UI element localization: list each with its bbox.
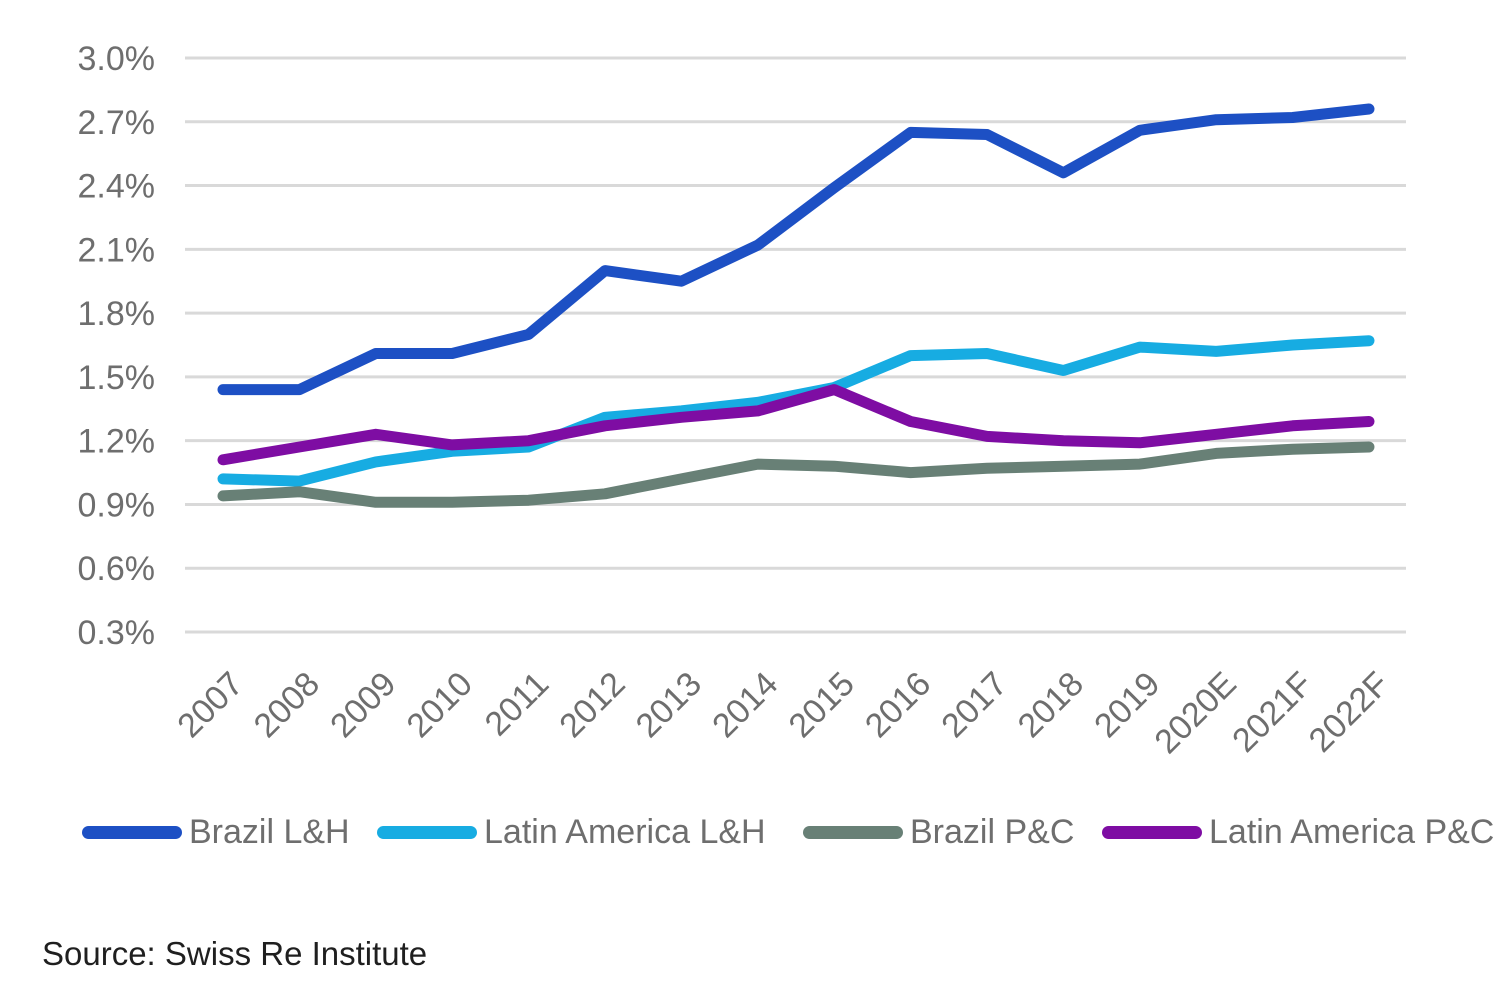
legend-swatch-latin-america-lh — [377, 825, 477, 839]
legend-label-brazil-pc: Brazil P&C — [910, 813, 1075, 851]
y-tick-label: 0.9% — [78, 486, 156, 524]
legend-item-latin-america-lh: Latin America L&H — [377, 812, 766, 852]
legend-swatch-latin-america-pc — [1102, 825, 1202, 839]
x-tick-label: 2016 — [858, 665, 938, 745]
x-tick-label: 2009 — [323, 665, 403, 745]
x-tick-label: 2021F — [1225, 665, 1320, 760]
x-tick-label: 2011 — [478, 665, 557, 744]
x-tick-label: 2020E — [1147, 665, 1243, 761]
series-line-brazil-l-h — [217, 103, 1375, 396]
y-tick-label: 1.8% — [78, 295, 156, 333]
x-tick-label: 2007 — [170, 665, 250, 745]
x-tick-label: 2022F — [1302, 665, 1397, 760]
legend-label-latin-america-pc: Latin America P&C — [1209, 813, 1495, 851]
y-tick-label: 3.0% — [78, 40, 156, 78]
x-tick-label: 2012 — [552, 665, 632, 745]
x-tick-label: 2015 — [782, 665, 862, 745]
x-tick-label: 2018 — [1011, 665, 1091, 745]
legend-item-brazil-pc: Brazil P&C — [803, 812, 1074, 852]
x-tick-label: 2013 — [629, 665, 709, 745]
y-tick-label: 2.4% — [78, 168, 156, 206]
legend-label-brazil-lh: Brazil L&H — [189, 813, 350, 851]
x-tick-label: 2014 — [705, 665, 785, 745]
y-tick-label: 2.7% — [78, 104, 156, 142]
y-tick-label: 1.2% — [78, 423, 156, 461]
y-tick-label: 0.3% — [78, 614, 156, 652]
legend-swatch-brazil-lh — [82, 825, 182, 839]
y-tick-label: 0.6% — [78, 550, 156, 588]
series-line-latin-america-p-c — [217, 384, 1375, 466]
series-line-brazil-p-c — [217, 441, 1375, 508]
line-chart: 3.0% 2.7% 2.4% 2.1% 1.8% 1.5% 1.2% 0.9% 0.6% 0.3%… — [78, 40, 1406, 761]
x-tick-label: 2010 — [400, 665, 480, 745]
legend-swatch-brazil-pc — [803, 825, 903, 839]
source-note: Source: Swiss Re Institute — [42, 935, 428, 972]
legend-item-latin-america-pc: Latin America P&C — [1102, 812, 1494, 852]
x-tick-label: 2008 — [247, 665, 327, 745]
legend-label-latin-america-lh: Latin America L&H — [484, 813, 766, 851]
y-tick-label: 1.5% — [78, 359, 156, 397]
legend-item-brazil-lh: Brazil L&H — [82, 812, 350, 852]
y-tick-label: 2.1% — [78, 231, 156, 269]
x-tick-label: 2017 — [934, 665, 1014, 745]
